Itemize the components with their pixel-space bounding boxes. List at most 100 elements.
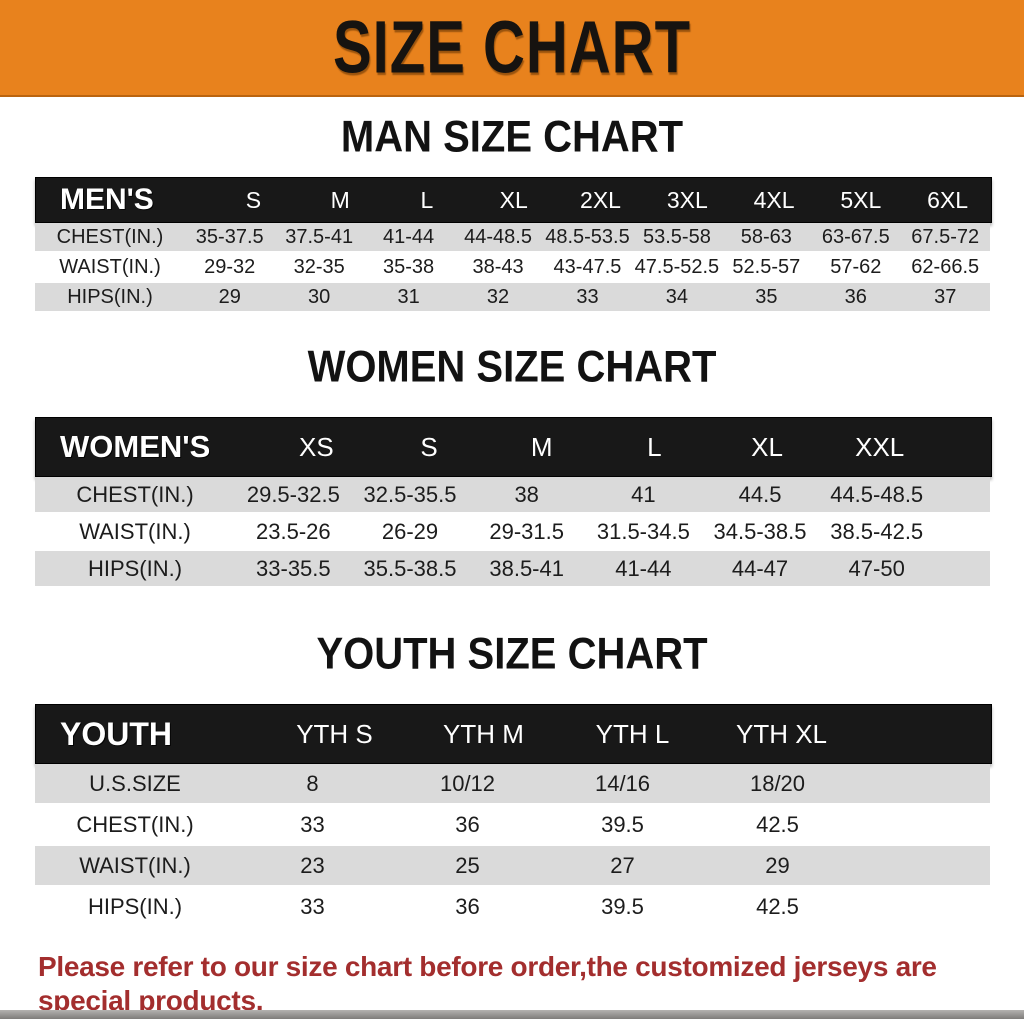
table-row: WAIST(IN.) 29-32 32-35 35-38 38-43 43-47.5 47.… [35, 253, 990, 283]
table-row: CHEST(IN.) 33 36 39.5 42.5 [35, 805, 990, 846]
size-column-header: S [420, 431, 438, 462]
value-cell: 48.5-53.5 [545, 225, 630, 248]
value-cell: 36 [455, 893, 480, 919]
table-row: HIPS(IN.) 33-35.5 35.5-38.5 38.5-41 41-44 44-… [35, 551, 990, 588]
table-header-row: MEN'S S M L XL 2XL 3XL 4XL 5XL 6XL [35, 177, 992, 223]
value-cell: 38 [514, 481, 539, 507]
table-row: U.S.SIZE 8 10/12 14/16 18/20 [35, 764, 990, 805]
order-policy-line-1: Please refer to our size chart before or… [38, 951, 937, 1016]
women-size-chart-section: WOMEN SIZE CHART WOMEN'S XS S M L XL XXL CHEST(… [0, 342, 1024, 588]
value-cell: 38-43 [472, 255, 524, 278]
man-size-chart-heading: MAN SIZE CHART [340, 112, 684, 162]
value-cell: 44.5-48.5 [830, 481, 924, 507]
table-row: CHEST(IN.) 35-37.5 37.5-41 41-44 44-48.5 48.5… [35, 223, 990, 253]
value-cell: 8 [306, 770, 319, 796]
man-size-chart-section: MAN SIZE CHART MEN'S S M L XL 2XL 3XL 4XL 5XL 6XL… [0, 112, 1024, 313]
value-cell: 41-44 [383, 225, 435, 248]
value-cell: 25 [455, 852, 480, 878]
value-cell: 27 [610, 852, 635, 878]
size-column-header: M [530, 431, 553, 462]
value-cell: 44-47 [731, 555, 789, 581]
value-cell: 29-31.5 [489, 518, 564, 544]
value-cell: 34 [665, 285, 689, 308]
size-column-header: S [245, 186, 262, 213]
value-cell: 36 [455, 811, 480, 837]
size-column-header: 4XL [753, 186, 795, 213]
size-column-header: L [420, 186, 434, 213]
value-cell: 32-35 [293, 255, 345, 278]
value-cell: 23 [300, 852, 325, 878]
size-column-header: 3XL [666, 186, 708, 213]
size-column-header: YTH XL [735, 718, 828, 749]
value-cell: 35-38 [383, 255, 435, 278]
size-column-header: L [647, 431, 662, 462]
row-label-cell: WAIST(IN.) [59, 255, 161, 278]
value-cell: 23.5-26 [256, 518, 331, 544]
row-label-cell: HIPS(IN.) [67, 285, 153, 308]
value-cell: 18/20 [749, 770, 806, 796]
youth-size-chart-section: YOUTH SIZE CHART YOUTH YTH S YTH M YTH L YTH… [0, 629, 1024, 928]
value-cell: 38.5-41 [489, 555, 564, 581]
women-size-chart-heading: WOMEN SIZE CHART [307, 342, 717, 392]
value-cell: 53.5-58 [642, 225, 711, 248]
row-label-cell: WAIST(IN.) [79, 852, 191, 878]
size-column-header: YTH M [443, 718, 524, 749]
value-cell: 67.5-72 [911, 225, 980, 248]
value-cell: 42.5 [756, 893, 799, 919]
row-label-cell: HIPS(IN.) [87, 893, 183, 919]
table-header-row: WOMEN'S XS S M L XL XXL [35, 417, 992, 477]
value-cell: 31 [397, 285, 420, 308]
row-label-cell: U.S.SIZE [89, 770, 181, 796]
value-cell: 44-48.5 [464, 225, 532, 248]
size-column-header: XS [298, 431, 334, 462]
row-label-cell: HIPS(IN.) [87, 555, 183, 581]
value-cell: 29 [218, 285, 241, 308]
value-cell: 63-67.5 [821, 225, 890, 248]
page-title: SIZE CHART [333, 5, 691, 90]
value-cell: 33 [576, 285, 599, 308]
value-cell: 32.5-35.5 [363, 481, 457, 507]
value-cell: 47.5-52.5 [634, 255, 720, 278]
table-title-cell: MEN'S [60, 183, 154, 216]
size-column-header: M [330, 186, 350, 213]
size-column-header: 2XL [580, 186, 621, 213]
value-cell: 52.5-57 [732, 255, 801, 278]
table-title-cell: WOMEN'S [60, 429, 211, 464]
table-title-cell: YOUTH [60, 715, 172, 752]
value-cell: 29-32 [204, 255, 256, 278]
value-cell: 29.5-32.5 [246, 481, 340, 507]
value-cell: 35.5-38.5 [363, 555, 457, 581]
row-label-cell: CHEST(IN.) [56, 225, 164, 248]
value-cell: 31.5-34.5 [596, 518, 690, 544]
value-cell: 32 [486, 285, 510, 308]
size-column-header: YTH S [296, 718, 373, 749]
value-cell: 33 [300, 811, 325, 837]
value-cell: 10/12 [439, 770, 496, 796]
mens-size-table: MEN'S S M L XL 2XL 3XL 4XL 5XL 6XL CHEST(IN.) 35-37… [35, 177, 992, 313]
value-cell: 39.5 [601, 893, 644, 919]
size-column-header: 6XL [927, 186, 969, 213]
value-cell: 14/16 [594, 770, 651, 796]
value-cell: 41 [631, 481, 656, 507]
table-row: HIPS(IN.) 29 30 31 32 33 34 35 36 37 [35, 283, 990, 313]
womens-size-table: WOMEN'S XS S M L XL XXL CHEST(IN.) 29.5-32.5 32.5… [35, 417, 992, 588]
value-cell: 26-29 [381, 518, 439, 544]
row-label-cell: CHEST(IN.) [76, 811, 194, 837]
value-cell: 33-35.5 [256, 555, 331, 581]
youth-size-chart-heading: YOUTH SIZE CHART [316, 629, 708, 679]
value-cell: 35 [755, 285, 778, 308]
table-header-row: YOUTH YTH S YTH M YTH L YTH XL [35, 704, 992, 764]
value-cell: 35-37.5 [195, 225, 264, 248]
value-cell: 29 [765, 852, 790, 878]
size-column-header: XL [751, 431, 783, 462]
value-cell: 44.5 [738, 481, 782, 507]
order-policy-note: Please refer to our size chart before or… [38, 950, 1024, 1019]
value-cell: 39.5 [601, 811, 644, 837]
size-column-header: YTH L [595, 718, 670, 749]
value-cell: 37.5-41 [285, 225, 354, 248]
value-cell: 33 [300, 893, 325, 919]
value-cell: 43-47.5 [553, 255, 622, 278]
value-cell: 36 [844, 285, 867, 308]
value-cell: 62-66.5 [911, 255, 980, 278]
